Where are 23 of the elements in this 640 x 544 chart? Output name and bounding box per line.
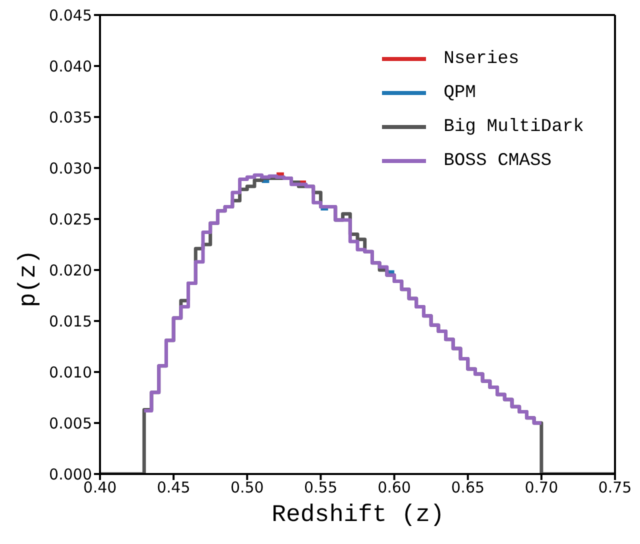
y-tick-label: 0.005 xyxy=(49,414,92,432)
y-tick-label: 0.040 xyxy=(49,57,92,76)
x-tick-label: 0.70 xyxy=(524,478,558,497)
y-tick-label: 0.030 xyxy=(49,159,92,178)
y-tick-label: 0.010 xyxy=(49,363,92,382)
x-tick-label: 0.45 xyxy=(156,478,190,497)
x-tick-label: 0.60 xyxy=(378,478,411,497)
x-tick-label: 0.55 xyxy=(304,478,338,497)
legend-label: Nseries xyxy=(444,49,520,69)
x-tick-label: 0.50 xyxy=(230,478,264,497)
y-axis-title: p(z) xyxy=(16,249,43,307)
legend-label: BOSS CMASS xyxy=(444,151,552,171)
x-tick-label: 0.75 xyxy=(598,478,632,497)
y-tick-label: 0.035 xyxy=(49,108,92,126)
x-axis-title: Redshift (z) xyxy=(270,502,446,529)
y-tick-label: 0.020 xyxy=(49,261,92,280)
y-tick-label: 0.015 xyxy=(49,312,92,330)
y-tick-label: 0.045 xyxy=(49,6,92,24)
y-tick-label: 0.025 xyxy=(49,210,92,228)
x-tick-label: 0.65 xyxy=(451,478,485,497)
x-tick-label: 0.40 xyxy=(83,478,117,497)
legend-label: QPM xyxy=(444,83,476,103)
legend-label: Big MultiDark xyxy=(444,117,584,137)
